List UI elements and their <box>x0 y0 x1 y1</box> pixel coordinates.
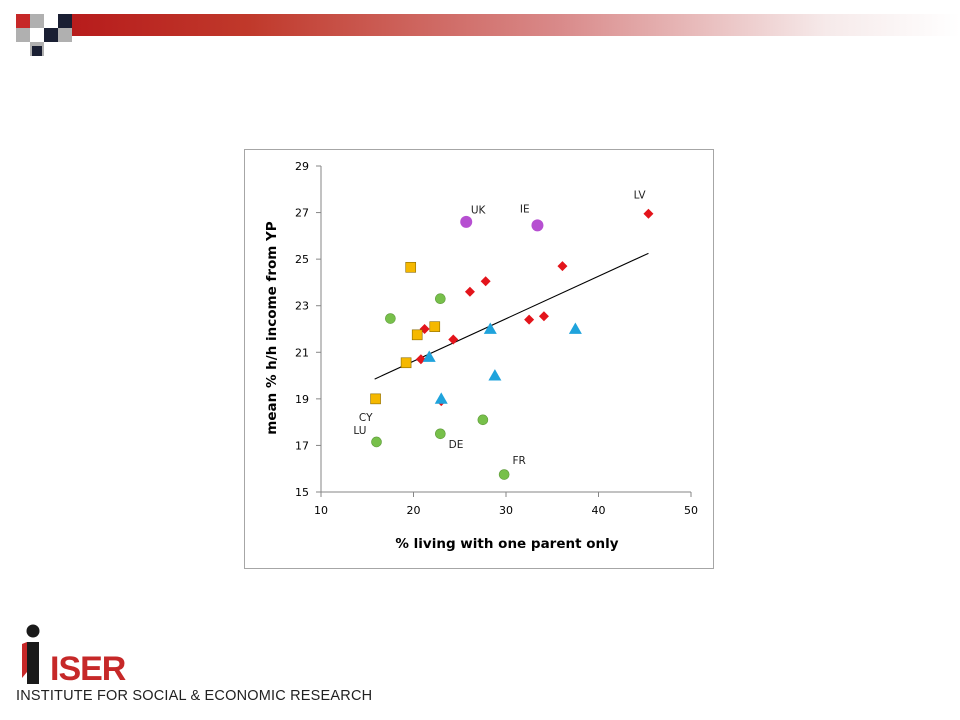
circle-point <box>531 219 544 232</box>
diamond-point <box>538 311 549 322</box>
point-annotation: FR <box>512 455 525 467</box>
square-point <box>405 261 417 273</box>
circle-point <box>435 293 446 305</box>
diamond-point <box>480 276 491 287</box>
y-tick-label: 15 <box>295 486 309 499</box>
square-point <box>411 329 423 341</box>
x-axis-label: % living with one parent only <box>395 536 618 552</box>
logo-wordmark: ISER <box>50 650 126 688</box>
point-annotation: LU <box>353 425 366 437</box>
x-tick-label: 40 <box>592 504 606 517</box>
banner-square-grey <box>58 28 72 42</box>
triangle-point <box>434 392 448 404</box>
y-tick-label: 29 <box>295 160 309 173</box>
square-point <box>429 321 441 332</box>
circle-point <box>385 313 396 324</box>
diamond-point <box>557 261 568 272</box>
circle-point <box>498 469 510 480</box>
triangle-point <box>422 350 436 362</box>
banner-square-grey <box>30 14 44 28</box>
banner-square-grey <box>16 28 30 42</box>
banner-square-dark <box>44 28 58 42</box>
axes-layer: 15 17 19 21 23 25 27 29 10 20 30 40 50 <box>295 160 698 517</box>
circle-point <box>460 215 473 228</box>
y-tick-label: 17 <box>295 439 309 452</box>
x-tick-label: 50 <box>684 504 698 517</box>
point-annotation: CY <box>359 412 373 424</box>
y-tick-label: 25 <box>295 253 309 266</box>
diamond-point <box>643 208 654 219</box>
triangle-point <box>488 369 502 381</box>
point-annotation: DE <box>449 439 464 451</box>
point-annotation: LV <box>634 190 647 202</box>
diamond-point <box>448 334 459 345</box>
x-tick-label: 20 <box>407 504 421 517</box>
banner-square-dark <box>32 46 42 56</box>
square-point <box>370 393 381 405</box>
circle-point <box>371 436 382 448</box>
person-i-logo-icon <box>22 624 40 684</box>
y-axis-label: mean % h/h income from YP <box>264 221 280 435</box>
chart-frame: 15 17 19 21 23 25 27 29 10 20 30 40 50 LV UK IE CY LU DE F… <box>244 149 714 569</box>
x-tick-label: 10 <box>314 504 328 517</box>
banner-square-dark <box>58 14 72 28</box>
y-tick-label: 27 <box>295 207 309 220</box>
y-tick-label: 19 <box>295 393 309 406</box>
banner-square-red <box>16 14 30 28</box>
circle-point <box>477 414 489 426</box>
logo-subtitle: INSTITUTE FOR SOCIAL & ECONOMIC RESEARCH <box>16 688 373 704</box>
points-layer <box>370 208 654 480</box>
x-tick-label: 30 <box>499 504 513 517</box>
square-point <box>400 357 412 369</box>
iser-logo: ISER INSTITUTE FOR SOCIAL & ECONOMIC RES… <box>16 622 372 712</box>
triangle-point <box>568 322 582 334</box>
diamond-point <box>464 286 475 297</box>
circle-point <box>435 428 446 440</box>
point-annotation: IE <box>520 204 530 216</box>
banner-gradient-bar <box>72 14 960 36</box>
point-annotation: UK <box>471 205 487 217</box>
diamond-point <box>524 314 535 325</box>
y-tick-label: 21 <box>295 346 309 359</box>
top-banner <box>0 0 960 60</box>
triangle-point <box>483 322 497 334</box>
y-tick-label: 23 <box>295 300 309 313</box>
